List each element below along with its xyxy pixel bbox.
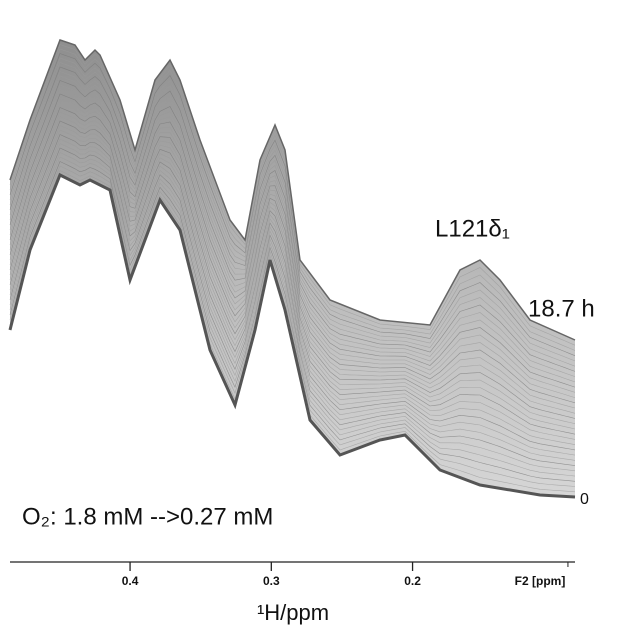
time-label: 0: [580, 491, 589, 508]
spectrum-trace: [9, 116, 576, 430]
spectrum-trace: [9, 156, 576, 477]
spectrum-trace: [9, 120, 576, 435]
spectrum-trace: [9, 80, 576, 388]
peak-label: L121δ₁: [435, 215, 510, 242]
spectrum-trace: [9, 84, 576, 393]
spectrum-trace: [9, 102, 576, 414]
spectrum-trace: [9, 98, 576, 409]
spectrum-trace: [9, 57, 576, 362]
spectrum-trace: [9, 62, 576, 367]
spectrum-trace: [9, 165, 576, 487]
spectrum-trace: [9, 129, 576, 445]
condition-label: O₂: 1.8 mM -->0.27 mM: [22, 503, 273, 530]
spectrum-trace: [9, 53, 576, 356]
spectrum-trace: [9, 107, 576, 419]
x-tick-label: 0.2: [404, 574, 421, 588]
spectrum-trace: [9, 125, 576, 440]
spectra-surface: [8, 39, 576, 499]
spectrum-trace: [9, 93, 576, 404]
spectrum-trace: [9, 89, 576, 398]
spectrum-trace: [9, 161, 576, 482]
x-axis-label: ¹H/ppm: [257, 600, 329, 625]
back-spectrum: [9, 39, 576, 341]
axis-unit: F2 [ppm]: [515, 574, 566, 588]
spectrum-trace: [9, 152, 576, 472]
spectrum-trace: [9, 71, 576, 377]
x-tick-label: 0.3: [263, 574, 280, 588]
time-label: 18.7 h: [528, 295, 595, 322]
spectrum-trace: [9, 147, 576, 466]
spectrum-trace: [9, 111, 576, 424]
spectrum-trace: [9, 134, 576, 451]
spectrum-trace: [9, 143, 576, 461]
x-tick-label: 0.4: [122, 574, 139, 588]
spectrum-trace: [9, 138, 576, 456]
spectrum-trace: [9, 48, 576, 351]
front-spectrum: [8, 172, 576, 499]
spectrum-trace: [9, 66, 576, 372]
spectrum-trace: [9, 75, 576, 383]
